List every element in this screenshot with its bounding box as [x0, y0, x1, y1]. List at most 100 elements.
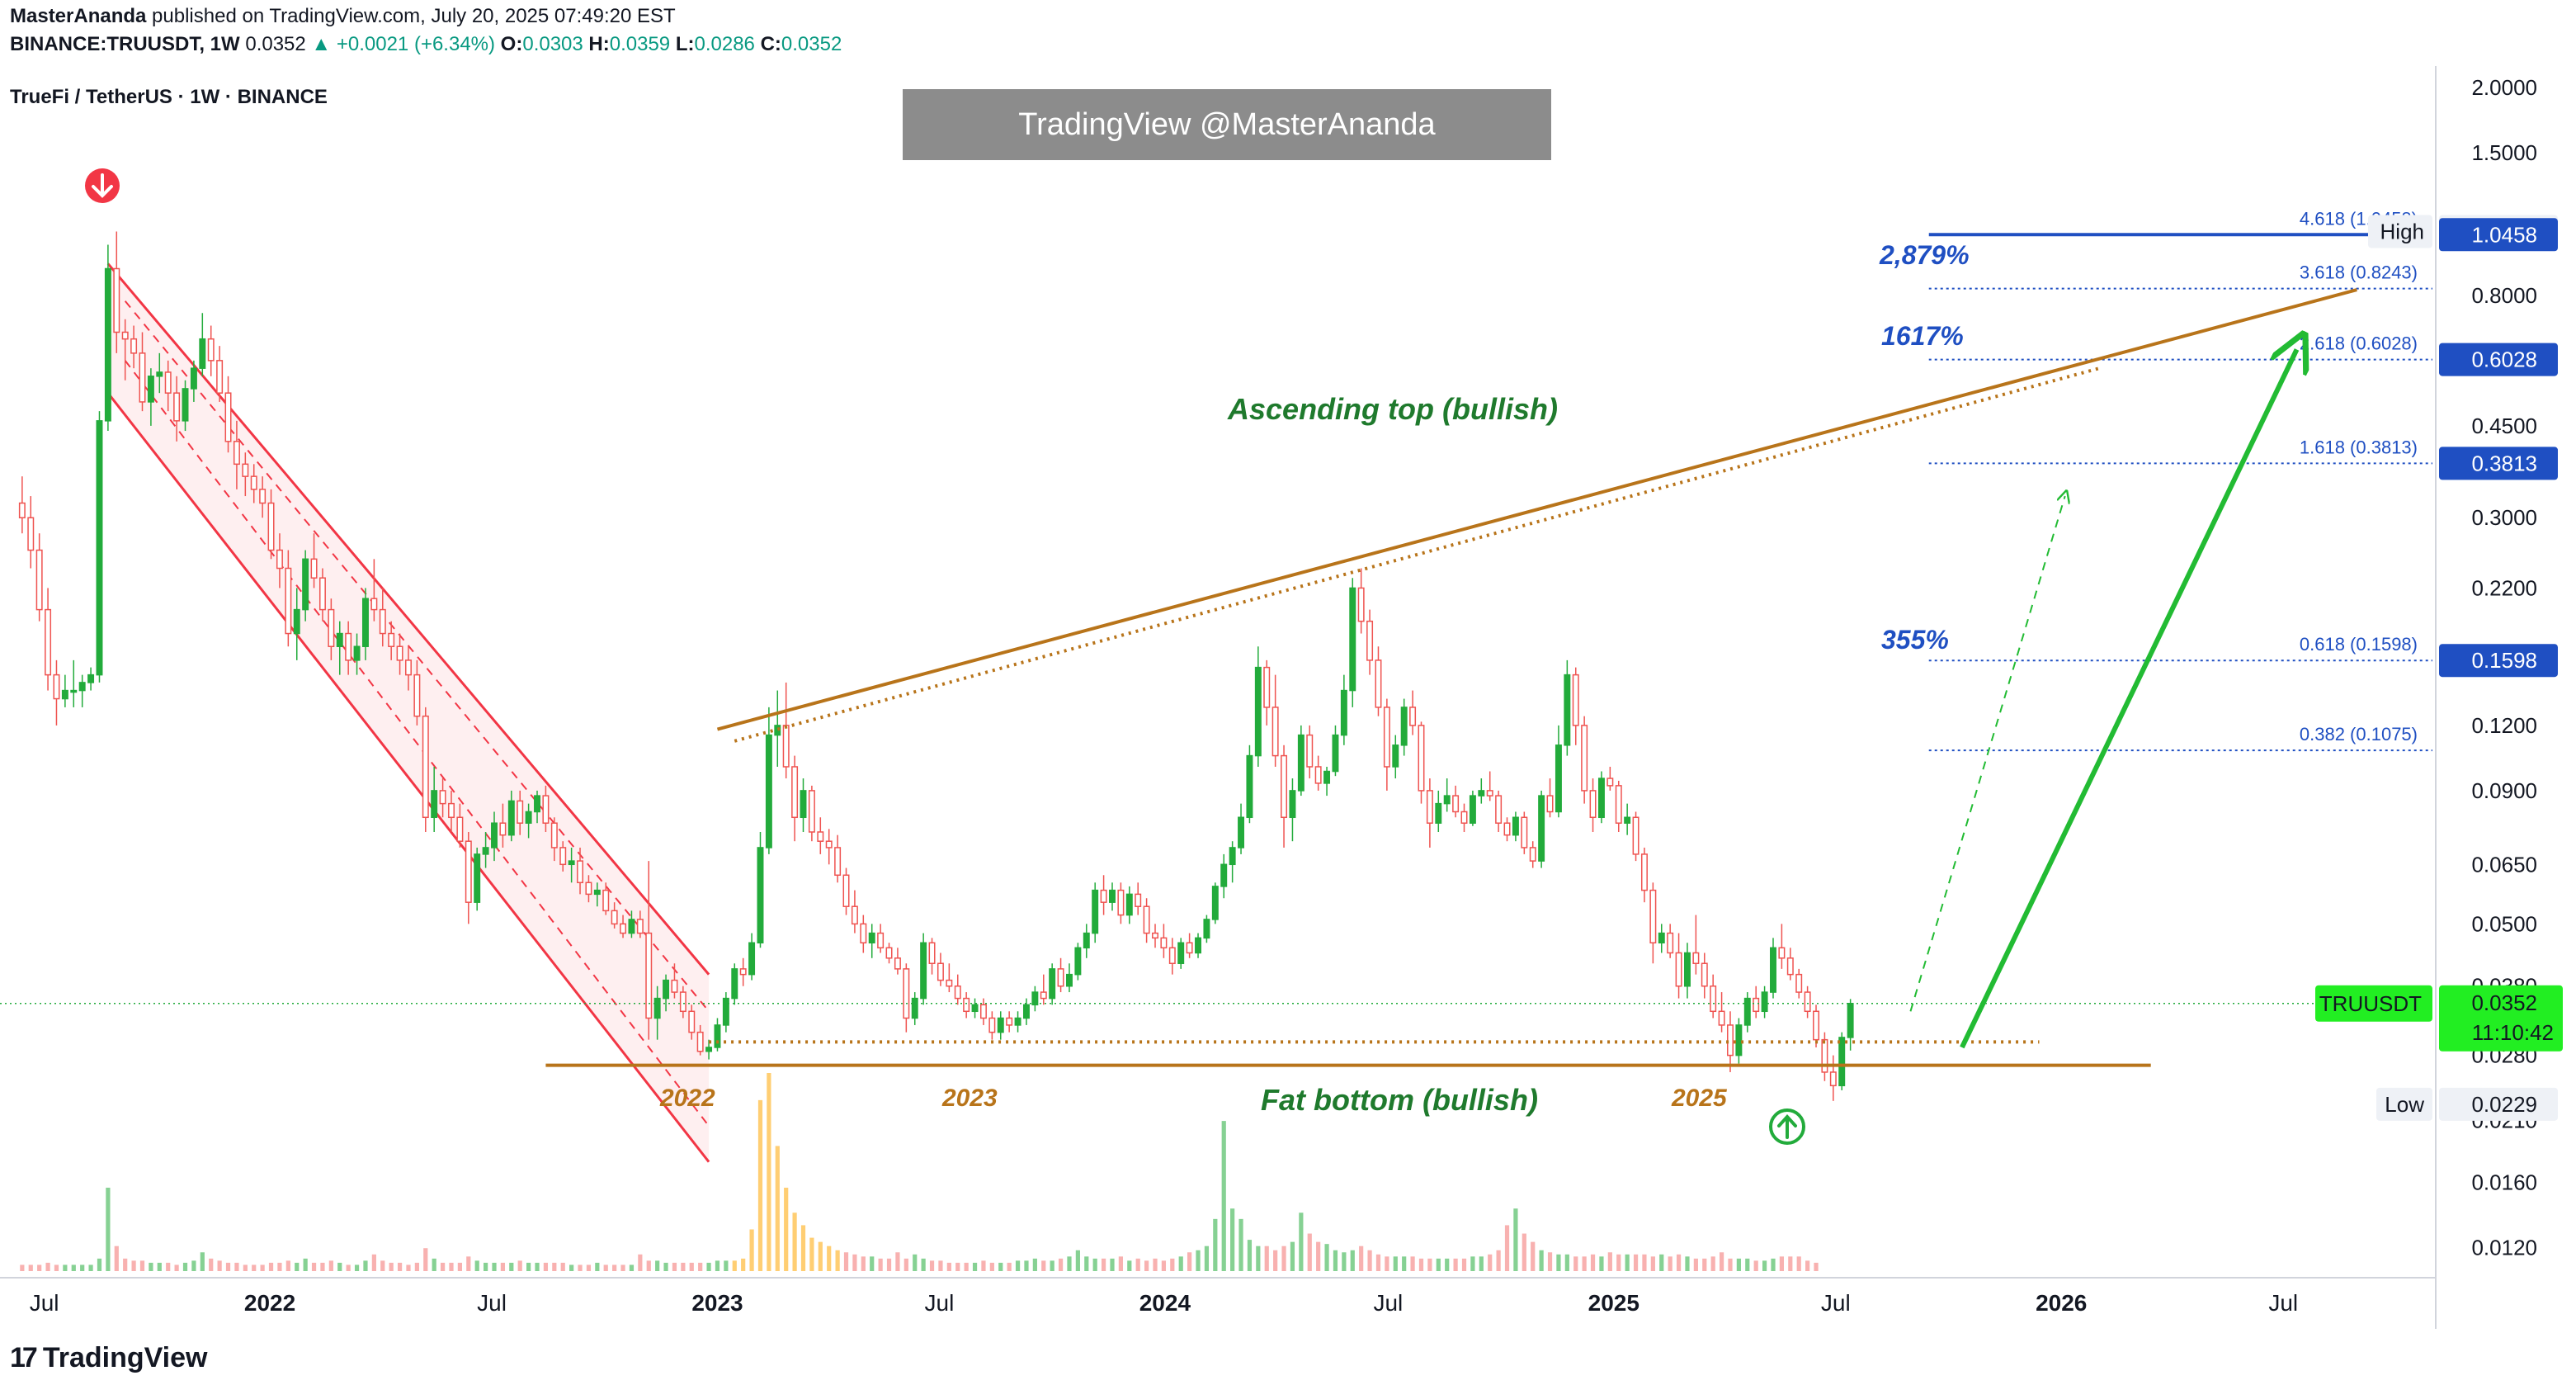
- trend-drawings[interactable]: [0, 168, 2436, 1145]
- candle-body: [1375, 659, 1382, 708]
- candle-body: [413, 674, 421, 717]
- volume-bar: [595, 1262, 600, 1271]
- symbol-interval[interactable]: BINANCE:TRUUSDT, 1W: [10, 33, 240, 55]
- volume-bar: [1805, 1260, 1810, 1271]
- candle-body: [1195, 937, 1201, 954]
- candle-body: [963, 997, 970, 1013]
- candle-body: [1624, 816, 1631, 824]
- price-axis[interactable]: 2.0000 1.5000 0.8000 0.4500 0.3000 0.2200 0.12…: [2315, 75, 2563, 1260]
- candle-body: [911, 997, 918, 1019]
- high-label: H:: [588, 33, 610, 55]
- candle-body: [1177, 942, 1185, 964]
- volume-bar: [1101, 1258, 1106, 1271]
- volume-bar: [886, 1258, 892, 1271]
- volume-bar: [457, 1262, 462, 1271]
- change-up-icon: ▲: [311, 33, 332, 55]
- candle-body: [1675, 952, 1682, 987]
- candle-body: [653, 997, 661, 1019]
- volume-bar: [285, 1260, 290, 1271]
- candle-body: [1692, 952, 1700, 964]
- time-tick-label: Jul: [925, 1290, 955, 1316]
- volume-bar: [1668, 1256, 1673, 1271]
- candle-body: [431, 790, 438, 819]
- series-label-bg: [2315, 985, 2432, 1022]
- volume-bar: [1170, 1258, 1175, 1271]
- volume-bar: [71, 1264, 76, 1271]
- volume-bar: [938, 1260, 943, 1271]
- candle-body: [1314, 766, 1322, 784]
- candle-body: [1117, 889, 1125, 916]
- volume-bar: [1736, 1258, 1741, 1271]
- candle-body: [302, 558, 309, 611]
- low-value: 0.0229: [2471, 1092, 2537, 1117]
- volume-bar: [560, 1262, 565, 1271]
- fibonacci-extension[interactable]: 4.618 (1.0458)3.618 (0.8243)2.618 (0.602…: [1928, 208, 2432, 752]
- low-value: 0.0286: [694, 33, 755, 55]
- candle-body: [1486, 790, 1493, 796]
- candle-body: [1786, 957, 1794, 976]
- candle-body: [997, 1017, 1004, 1033]
- candle-body: [791, 766, 799, 819]
- candle-body: [1409, 707, 1417, 726]
- candle-body: [860, 923, 867, 944]
- price-change: +0.0021 (+6.34%): [336, 33, 495, 55]
- candle-body: [1066, 973, 1073, 987]
- candle-body: [679, 991, 686, 1013]
- candle-body: [422, 715, 429, 819]
- candle-body: [1821, 1038, 1828, 1073]
- volume-bar: [1479, 1256, 1484, 1271]
- candle-body: [1049, 968, 1056, 1000]
- volume-bar: [20, 1264, 25, 1271]
- candle-body: [585, 882, 592, 896]
- candle-body: [482, 847, 489, 855]
- volume-bar: [209, 1258, 214, 1271]
- volume-bar: [1402, 1256, 1407, 1271]
- volume-bar: [955, 1262, 960, 1271]
- candle-body: [1152, 932, 1158, 939]
- candle-body: [834, 847, 842, 877]
- candle-body: [842, 874, 850, 907]
- volume-bar: [139, 1260, 145, 1271]
- fib-price-tag-bg: [2439, 218, 2558, 252]
- candle-body: [465, 840, 472, 903]
- candle-body: [937, 962, 944, 981]
- volume-bar: [1745, 1258, 1750, 1271]
- candle-body: [1014, 1017, 1021, 1026]
- fib-price-tag: 0.1598: [2471, 648, 2537, 673]
- volume-bar: [1710, 1256, 1715, 1271]
- volume-bar: [1788, 1256, 1793, 1271]
- candle-body: [224, 392, 232, 442]
- volume-bar: [1582, 1256, 1587, 1271]
- candle-body: [70, 689, 78, 693]
- price-tick-label: 0.0500: [2471, 911, 2537, 936]
- candle-body: [877, 932, 885, 949]
- candle-body: [1640, 853, 1648, 891]
- candle-body: [1589, 790, 1597, 819]
- time-tick-label: Jul: [477, 1290, 507, 1316]
- volume-bar: [1367, 1250, 1372, 1271]
- author-watermark: TradingView @MasterAnanda: [903, 89, 1551, 160]
- candle-body: [1753, 997, 1760, 1013]
- candle-body: [1658, 932, 1665, 944]
- candle-body: [1795, 973, 1803, 993]
- volume-bar: [1513, 1208, 1518, 1271]
- volume-bar: [1436, 1258, 1441, 1271]
- volume-bar: [1461, 1258, 1467, 1271]
- tradingview-logo[interactable]: 17 TradingView: [10, 1342, 207, 1374]
- author-name[interactable]: MasterAnanda: [10, 5, 147, 27]
- candle-body: [1143, 905, 1150, 934]
- volume-bar: [371, 1254, 376, 1271]
- volume-bar: [500, 1262, 506, 1271]
- price-tick-label: 0.8000: [2471, 283, 2537, 308]
- candle-body: [1092, 889, 1099, 934]
- volume-bar: [603, 1264, 608, 1271]
- volume-bar: [1359, 1246, 1364, 1271]
- volume-bar: [166, 1262, 171, 1271]
- candle-body: [1349, 587, 1356, 692]
- candle-body: [1632, 816, 1639, 855]
- candle-body: [78, 682, 86, 692]
- time-axis[interactable]: Jul 2022 Jul 2023 Jul 2024 Jul 2025 Jul 2026 Jul: [30, 1290, 2298, 1316]
- fib-level-label: 0.382 (0.1075): [2300, 724, 2418, 744]
- volume-bar: [818, 1241, 823, 1271]
